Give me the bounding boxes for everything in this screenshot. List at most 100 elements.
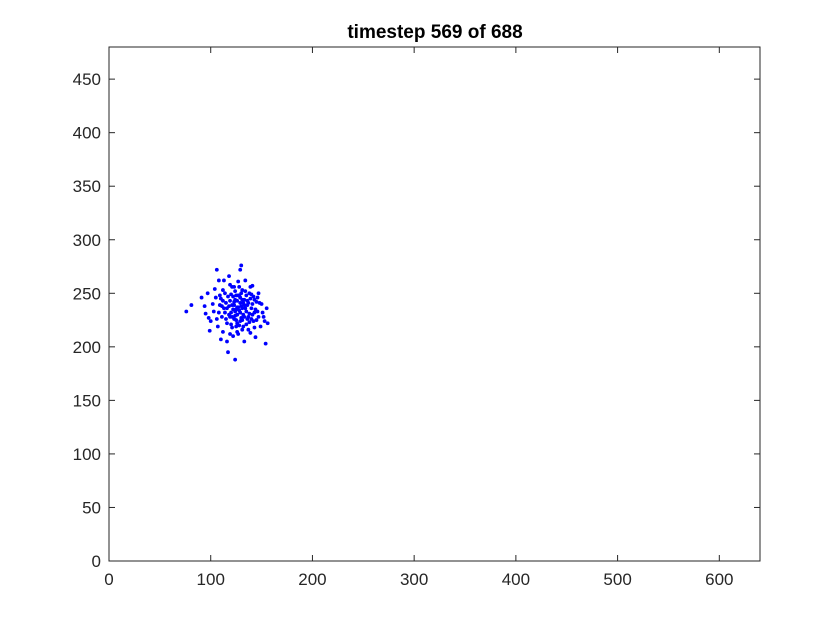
data-point	[243, 289, 248, 294]
data-point	[189, 303, 194, 307]
data-point	[234, 324, 239, 329]
y-tick-label: 0	[92, 552, 101, 571]
data-point	[243, 306, 248, 311]
data-point	[258, 324, 263, 329]
data-point	[234, 318, 239, 322]
data-point	[228, 282, 232, 287]
data-point	[231, 307, 235, 312]
data-point	[257, 301, 262, 305]
data-point	[223, 291, 227, 296]
data-point	[232, 284, 237, 289]
y-tick-label: 150	[73, 391, 101, 410]
data-point	[226, 350, 230, 355]
scatter-points	[184, 263, 270, 362]
data-point	[256, 291, 261, 296]
data-point	[260, 310, 265, 315]
data-point	[208, 319, 213, 324]
data-point	[229, 292, 233, 297]
plot-area	[108, 46, 761, 562]
data-point	[263, 341, 268, 346]
data-point	[243, 278, 248, 283]
data-point	[214, 267, 219, 272]
data-point	[248, 331, 253, 335]
data-point	[233, 357, 238, 362]
data-point	[249, 292, 254, 297]
x-tick-label: 400	[502, 570, 530, 589]
data-point	[242, 303, 247, 307]
data-point	[252, 310, 257, 315]
data-point	[216, 278, 221, 283]
data-point	[199, 295, 204, 300]
data-point	[238, 310, 243, 315]
x-tick-label: 300	[400, 570, 428, 589]
data-point	[241, 324, 246, 329]
data-point	[235, 329, 240, 334]
y-tick-label: 200	[73, 338, 101, 357]
data-point	[216, 310, 221, 315]
data-point	[211, 309, 216, 314]
data-point	[264, 306, 269, 311]
data-point	[247, 311, 252, 316]
data-point	[237, 323, 242, 328]
data-point	[240, 288, 245, 292]
data-point	[207, 328, 212, 333]
data-point	[222, 278, 226, 283]
data-point	[254, 318, 259, 322]
data-point	[244, 293, 249, 298]
data-point	[261, 314, 266, 319]
data-point	[242, 314, 247, 319]
data-point	[239, 263, 244, 268]
data-point	[252, 325, 257, 330]
data-point	[230, 325, 234, 330]
data-point	[233, 297, 238, 302]
data-point	[256, 314, 261, 319]
data-point	[202, 304, 207, 309]
data-point	[227, 312, 231, 317]
x-tick-label: 600	[705, 570, 733, 589]
data-point	[248, 296, 253, 301]
data-point	[242, 339, 247, 344]
data-point	[249, 306, 254, 311]
data-point	[220, 304, 224, 309]
x-axis: 0 100 200 300 400 500 600	[104, 47, 734, 589]
data-point	[233, 289, 238, 294]
data-point	[231, 334, 235, 339]
y-tick-label: 350	[73, 177, 101, 196]
data-point	[205, 291, 210, 296]
data-point	[203, 311, 208, 316]
chart-title: timestep 569 of 688	[347, 22, 522, 43]
data-point	[224, 317, 228, 321]
data-point	[238, 295, 243, 300]
data-point	[253, 307, 258, 312]
data-point	[225, 339, 229, 344]
x-tick-label: 500	[603, 570, 631, 589]
data-point	[226, 294, 230, 299]
y-tick-label: 100	[73, 445, 101, 464]
y-axis: 0 50 100 150 200 250 300 350 400 450	[73, 70, 760, 571]
data-point	[221, 288, 225, 292]
data-point	[239, 291, 244, 296]
x-tick-label: 100	[197, 570, 225, 589]
data-point	[221, 329, 225, 334]
data-point	[234, 293, 239, 298]
data-point	[265, 321, 270, 326]
data-point	[238, 301, 243, 305]
data-point	[227, 274, 231, 279]
data-point	[240, 327, 245, 332]
data-point	[228, 298, 232, 303]
data-point	[214, 317, 219, 321]
y-tick-label: 50	[82, 498, 101, 517]
data-point	[253, 335, 258, 340]
data-point	[240, 318, 245, 322]
data-point	[215, 324, 220, 329]
data-point	[240, 306, 245, 311]
data-point	[245, 317, 250, 321]
data-point	[206, 316, 211, 320]
data-point	[210, 302, 215, 306]
data-point	[233, 313, 238, 318]
data-point	[244, 322, 249, 327]
data-point	[236, 279, 241, 284]
data-point	[221, 298, 225, 303]
data-point	[244, 309, 249, 314]
